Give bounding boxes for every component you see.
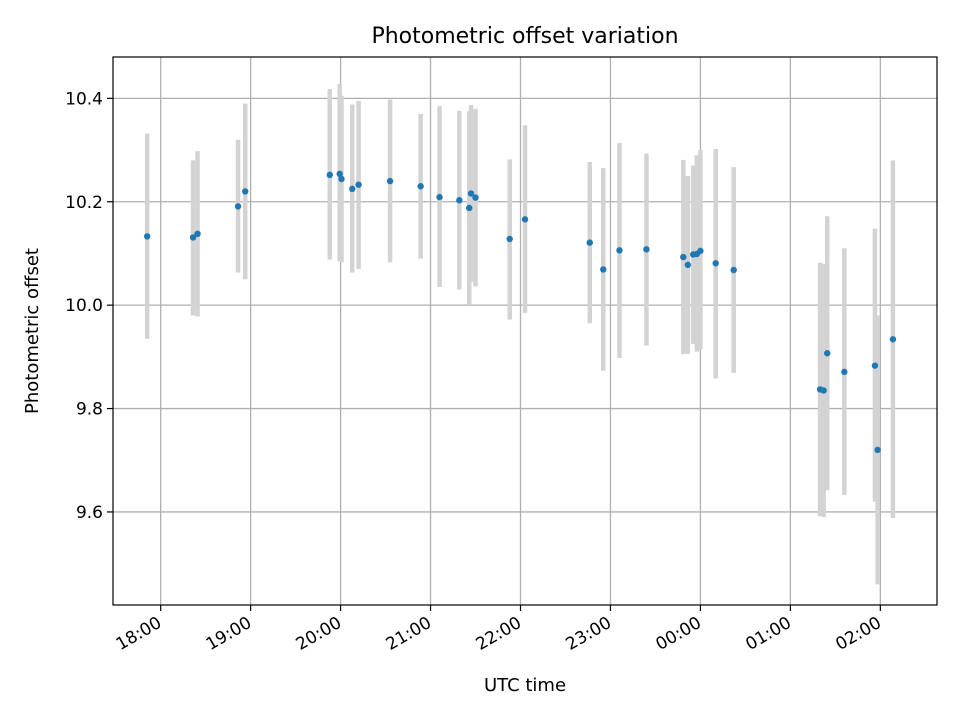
data-point <box>386 177 394 185</box>
data-point <box>349 185 356 193</box>
data-point <box>680 253 687 261</box>
data-point <box>616 247 623 254</box>
data-point <box>417 183 424 190</box>
data-point <box>326 171 333 179</box>
y-tick-label: 9.6 <box>76 503 103 523</box>
x-axis-label: UTC time <box>484 675 566 696</box>
chart-title: Photometric offset variation <box>371 24 678 49</box>
data-point <box>338 175 345 183</box>
data-point <box>889 336 897 343</box>
data-point <box>143 233 151 240</box>
data-point <box>436 193 443 201</box>
data-point <box>234 203 242 210</box>
data-point <box>712 260 719 267</box>
data-point <box>643 246 650 253</box>
data-point <box>242 188 249 195</box>
data-point <box>824 350 831 357</box>
data-point <box>467 190 475 197</box>
y-axis-ticks: 9.6 9.8 10.0 10.2 10.4 <box>65 89 113 523</box>
y-axis-label: Photometric offset <box>22 248 43 414</box>
data-point <box>189 234 197 241</box>
data-point <box>841 368 848 376</box>
data-point <box>697 247 704 255</box>
data-point <box>336 170 343 178</box>
y-tick-label: 10.2 <box>65 193 103 213</box>
plot-frame <box>112 56 938 606</box>
data-point <box>506 235 513 243</box>
data-point <box>871 362 879 369</box>
data-point <box>730 266 737 274</box>
y-tick-label: 9.8 <box>76 400 103 420</box>
data-point <box>684 261 692 269</box>
data-point <box>521 216 529 223</box>
data-points <box>143 170 897 454</box>
y-tick-label: 10.0 <box>65 296 103 316</box>
data-point <box>600 266 607 273</box>
data-point <box>466 204 473 212</box>
data-point <box>194 230 201 238</box>
data-point <box>456 197 463 204</box>
data-point <box>820 387 827 394</box>
y-tick-label: 10.4 <box>65 89 103 109</box>
data-point <box>355 181 362 188</box>
data-point <box>874 446 881 454</box>
data-point <box>472 194 479 201</box>
data-point <box>586 239 593 246</box>
